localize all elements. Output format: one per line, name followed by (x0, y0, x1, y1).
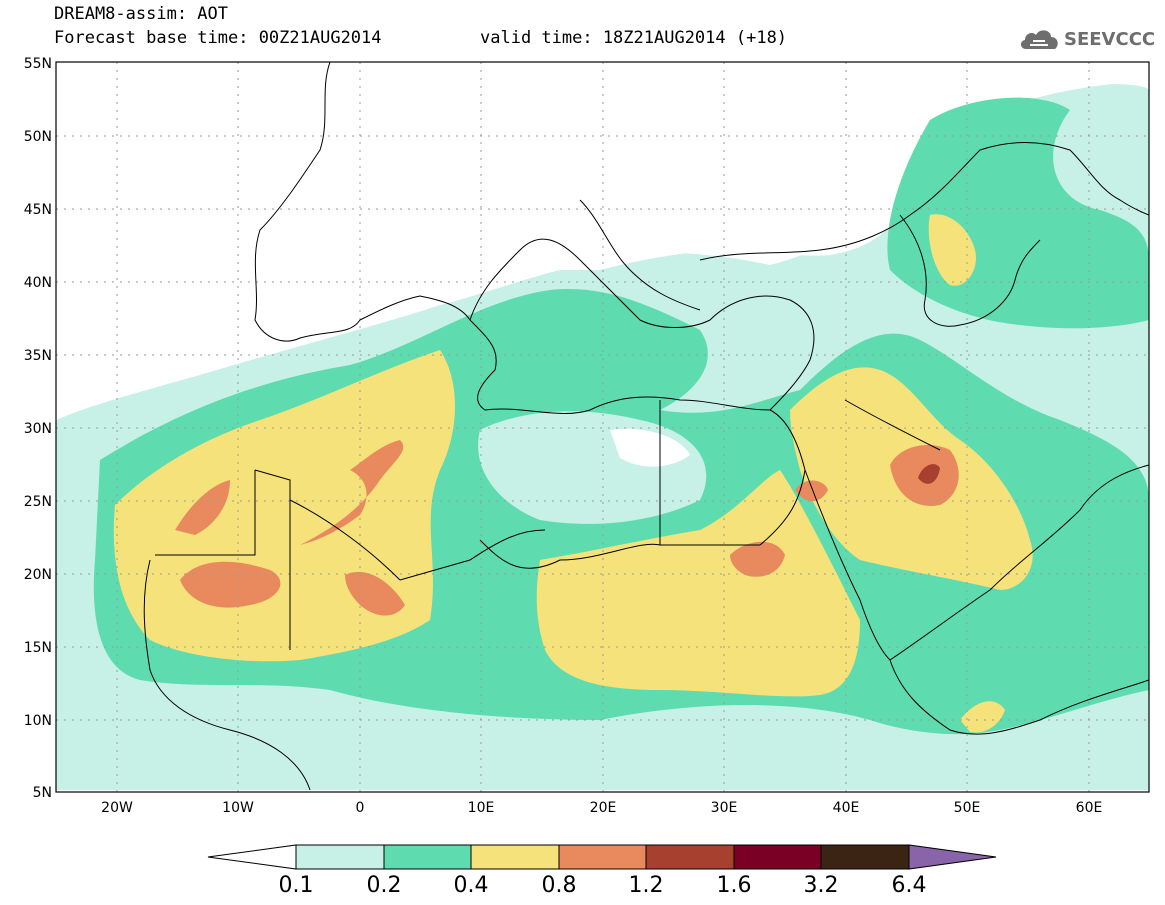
grid-lines (56, 62, 1149, 792)
aot-clear-north (56, 62, 1149, 420)
lat-label: 40N (24, 275, 52, 291)
aot-band-0.4-caspian (928, 214, 976, 286)
plot-frame (55, 61, 1150, 793)
colorbar-label: 3.2 (804, 873, 839, 898)
colorbar-segment-1 (295, 844, 385, 870)
coastlines (143, 62, 1149, 791)
colorbar-label: 0.2 (367, 873, 402, 898)
lat-label: 5N (33, 785, 52, 801)
valid-time: valid time: 18Z21AUG2014 (+18) (480, 28, 788, 48)
seevccc-logo: SEEVCCC (1018, 22, 1158, 58)
colorbar-segment-2 (383, 844, 472, 870)
lat-label: 30N (24, 421, 52, 437)
lon-label: 60E (1076, 800, 1103, 816)
colorbar-segment-4 (558, 844, 647, 870)
colorbar-label: 6.4 (892, 873, 927, 898)
lat-label: 45N (24, 202, 52, 218)
colorbar-label: 0.1 (279, 873, 314, 898)
colorbar-label: 1.2 (629, 873, 664, 898)
lat-label: 20N (24, 567, 52, 583)
aot-fields (56, 62, 1149, 790)
colorbar-high-arrow (908, 844, 997, 870)
lat-label: 55N (24, 56, 52, 72)
aot-band-0.8-redsea (795, 480, 828, 502)
lat-label: 35N (24, 348, 52, 364)
colorbar-segment-5 (645, 844, 735, 870)
lon-label: 10W (222, 800, 254, 816)
cloud-icon (1020, 30, 1058, 49)
map-title: DREAM8-assim: AOT (54, 4, 228, 24)
forecast-base-time: Forecast base time: 00Z21AUG2014 (54, 28, 382, 48)
aot-band-0.4-horn (960, 701, 1005, 733)
aot-band-0.8-sudan (730, 541, 785, 577)
lon-label: 20E (590, 800, 617, 816)
lon-label: 0 (356, 800, 365, 816)
lon-label: 10E (468, 800, 495, 816)
aot-libya-clear (610, 428, 690, 467)
lat-label: 10N (24, 713, 52, 729)
aot-band-0.8-western-sahara (175, 480, 230, 535)
lat-label: 15N (24, 640, 52, 656)
longitude-labels: 20W 10W 0 10E 20E 30E 40E 50E 60E (101, 800, 1102, 816)
lat-label: 25N (24, 494, 52, 510)
colorbar-label: 0.8 (542, 873, 577, 898)
lon-label: 20W (101, 800, 133, 816)
lon-label: 50E (954, 800, 981, 816)
colorbar-label: 1.6 (717, 873, 752, 898)
lon-label: 30E (711, 800, 738, 816)
colorbar-label: 0.4 (454, 873, 489, 898)
aot-band-1.2-kuwait (918, 464, 940, 484)
latitude-labels: 55N 50N 45N 40N 35N 30N 25N 20N 15N 10N … (24, 56, 52, 801)
aot-band-0.8-algeria-mali (300, 440, 404, 545)
aot-band-0.8-mauritania (180, 561, 281, 608)
logo-text: SEEVCCC (1064, 29, 1156, 50)
colorbar: 0.1 0.2 0.4 0.8 1.2 1.6 3.2 6.4 (207, 844, 997, 898)
colorbar-segment-6 (733, 844, 822, 870)
colorbar-segment-3 (470, 844, 560, 870)
lat-label: 50N (24, 129, 52, 145)
colorbar-low-arrow (207, 844, 297, 870)
colorbar-segment-7 (820, 844, 910, 870)
lon-label: 40E (833, 800, 860, 816)
